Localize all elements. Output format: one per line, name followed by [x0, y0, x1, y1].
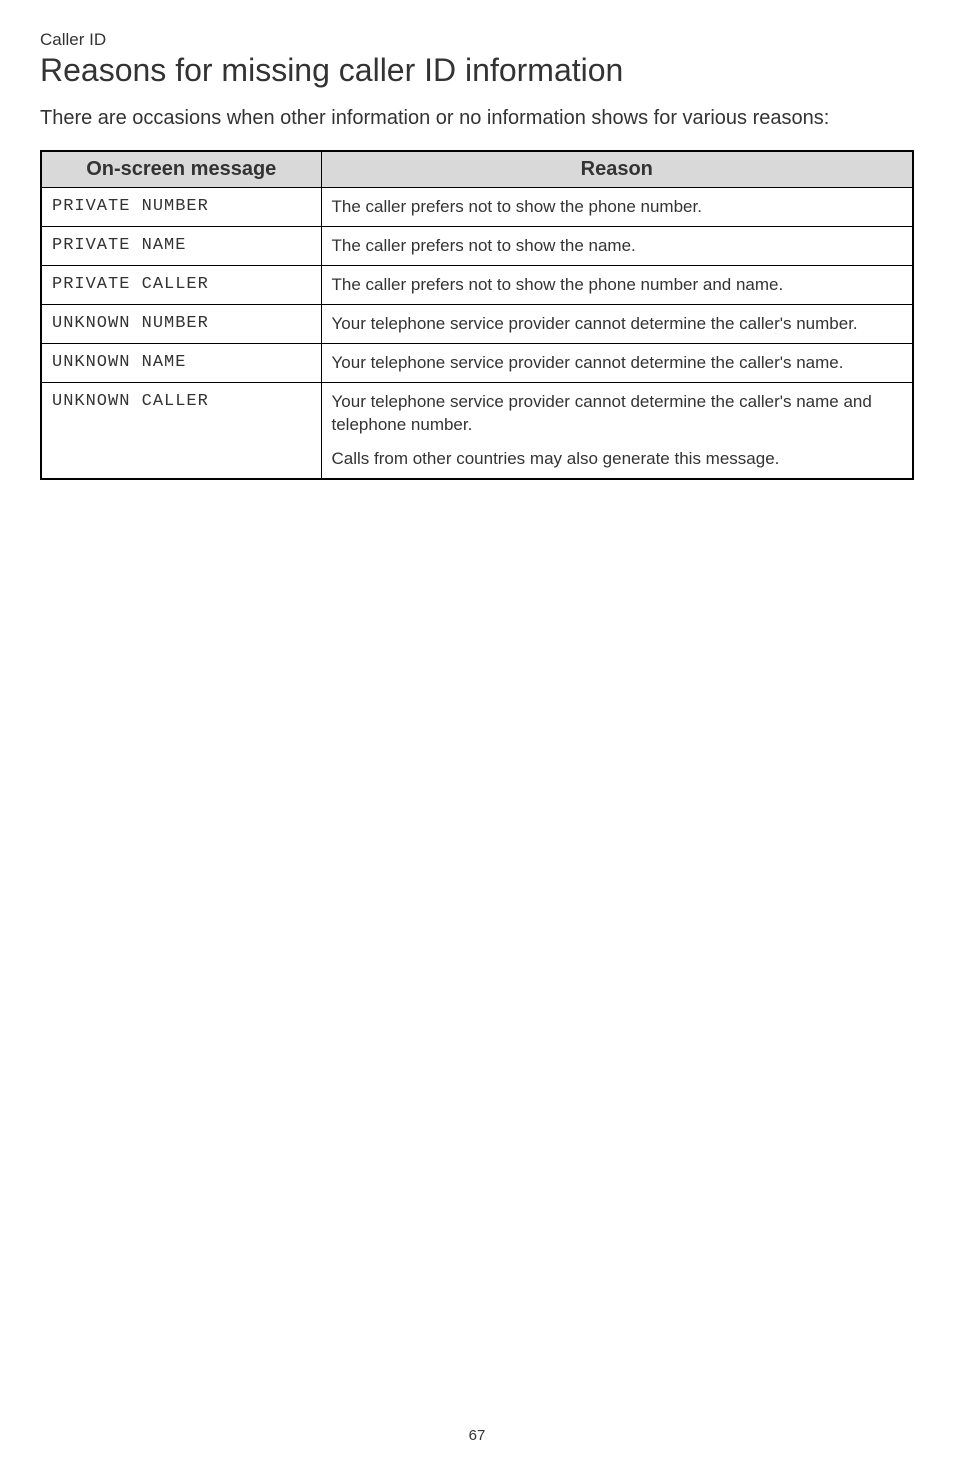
- reason-text: The caller prefers not to show the phone…: [332, 196, 903, 218]
- table-row: PRIVATE NUMBER The caller prefers not to…: [41, 188, 913, 227]
- section-label: Caller ID: [40, 30, 914, 50]
- message-cell: PRIVATE CALLER: [41, 266, 321, 305]
- table-row: PRIVATE NAME The caller prefers not to s…: [41, 227, 913, 266]
- reason-cell: Your telephone service provider cannot d…: [321, 344, 913, 383]
- message-cell: UNKNOWN CALLER: [41, 383, 321, 479]
- message-cell: UNKNOWN NUMBER: [41, 305, 321, 344]
- header-message: On-screen message: [41, 151, 321, 188]
- reason-text: Your telephone service provider cannot d…: [332, 391, 903, 435]
- reason-text: The caller prefers not to show the name.: [332, 235, 903, 257]
- reason-text: Calls from other countries may also gene…: [332, 448, 903, 470]
- page-content: Caller ID Reasons for missing caller ID …: [0, 0, 954, 480]
- table-row: UNKNOWN CALLER Your telephone service pr…: [41, 383, 913, 479]
- page-title: Reasons for missing caller ID informatio…: [40, 52, 914, 89]
- intro-paragraph: There are occasions when other informati…: [40, 105, 914, 132]
- reason-text: Your telephone service provider cannot d…: [332, 313, 903, 335]
- header-reason: Reason: [321, 151, 913, 188]
- table-header-row: On-screen message Reason: [41, 151, 913, 188]
- reason-cell: The caller prefers not to show the phone…: [321, 188, 913, 227]
- reason-cell: Your telephone service provider cannot d…: [321, 383, 913, 479]
- reason-text: The caller prefers not to show the phone…: [332, 274, 903, 296]
- reason-text: Your telephone service provider cannot d…: [332, 352, 903, 374]
- table-row: UNKNOWN NUMBER Your telephone service pr…: [41, 305, 913, 344]
- caller-id-table: On-screen message Reason PRIVATE NUMBER …: [40, 150, 914, 480]
- message-cell: PRIVATE NAME: [41, 227, 321, 266]
- reason-cell: The caller prefers not to show the phone…: [321, 266, 913, 305]
- message-cell: PRIVATE NUMBER: [41, 188, 321, 227]
- reason-cell: Your telephone service provider cannot d…: [321, 305, 913, 344]
- page-number: 67: [0, 1427, 954, 1444]
- table-row: UNKNOWN NAME Your telephone service prov…: [41, 344, 913, 383]
- message-cell: UNKNOWN NAME: [41, 344, 321, 383]
- table-row: PRIVATE CALLER The caller prefers not to…: [41, 266, 913, 305]
- reason-cell: The caller prefers not to show the name.: [321, 227, 913, 266]
